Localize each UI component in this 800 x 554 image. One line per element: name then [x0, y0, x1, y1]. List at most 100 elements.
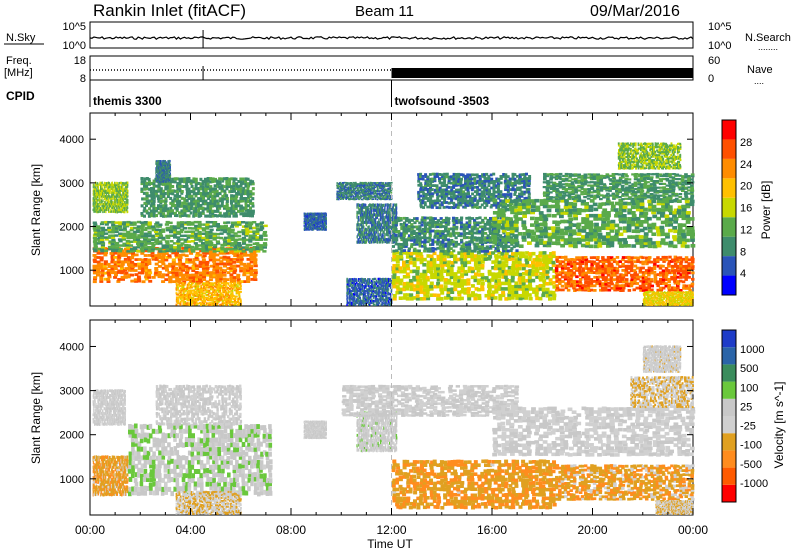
heatmap-cell	[123, 207, 125, 210]
heatmap-cell	[263, 243, 268, 247]
heatmap-cell	[205, 260, 210, 264]
heatmap-cell	[250, 269, 254, 272]
heatmap-cell	[206, 177, 210, 181]
heatmap-cell	[215, 277, 220, 281]
heatmap-cell	[173, 247, 178, 251]
heatmap-cell	[209, 185, 213, 189]
heatmap-cell	[103, 195, 105, 198]
heatmap-cell	[253, 253, 258, 257]
heatmap-cell	[185, 182, 189, 186]
heatmap-cell	[206, 182, 210, 186]
heatmap-cell	[207, 206, 210, 210]
heatmap-cell	[150, 214, 154, 218]
freq-unit-label: [MHz]	[4, 67, 33, 79]
heatmap-cell	[215, 214, 219, 218]
heatmap-cell	[249, 251, 254, 255]
heatmap-cell	[230, 196, 233, 200]
heatmap-cell	[107, 181, 109, 185]
heatmap-cell	[115, 189, 117, 192]
heatmap-cell	[147, 246, 152, 249]
heatmap-cell	[155, 221, 160, 224]
heatmap-cell	[179, 282, 182, 285]
heatmap-cell	[106, 183, 108, 187]
heatmap-cell	[105, 196, 108, 200]
heatmap-cell	[191, 292, 194, 295]
heatmap-cell	[166, 184, 170, 188]
heatmap-cell	[113, 267, 118, 271]
heatmap-cell	[213, 221, 218, 224]
heatmap-cell	[108, 203, 110, 206]
heatmap-cell	[255, 223, 260, 226]
heatmap-cell	[378, 218, 380, 222]
heatmap-cell	[190, 240, 196, 243]
heatmap-cell	[212, 238, 217, 241]
heatmap-cell	[113, 206, 115, 210]
heatmap-cell	[204, 282, 207, 285]
heatmap-cell	[195, 303, 198, 306]
heatmap-cell	[177, 249, 182, 253]
heatmap-cell	[178, 295, 181, 298]
heatmap-cell	[223, 214, 227, 218]
heatmap-cell	[108, 240, 113, 243]
heatmap-cell	[165, 256, 170, 259]
heatmap-cell	[222, 273, 227, 277]
heatmap-cell	[189, 285, 192, 288]
heatmap-cell	[123, 200, 125, 204]
heatmap-cell	[208, 245, 213, 249]
heatmap-cell	[160, 258, 165, 262]
heatmap-cell	[126, 197, 128, 200]
heatmap-cell	[108, 181, 110, 185]
heatmap-cell	[124, 185, 127, 189]
heatmap-cell	[93, 195, 95, 199]
heatmap-cell	[169, 209, 173, 213]
heatmap-cell	[222, 255, 227, 259]
heatmap-cell	[208, 240, 213, 243]
heatmap-cell	[197, 223, 202, 226]
heatmap-cell	[201, 258, 206, 262]
heatmap-cell	[233, 246, 238, 249]
heatmap-cell	[132, 238, 138, 242]
heatmap-cell	[239, 184, 243, 188]
heatmap-cell	[119, 210, 121, 213]
heatmap-cell	[189, 252, 194, 255]
heatmap-cell	[210, 302, 213, 305]
heatmap-cell	[227, 238, 232, 242]
noise-tick-left-bottom: 10^0	[62, 40, 86, 52]
heatmap-cell	[234, 206, 238, 210]
heatmap-cell	[161, 256, 166, 259]
heatmap-cell	[127, 206, 129, 210]
heatmap-cell	[242, 238, 247, 241]
heatmap-cell	[237, 199, 241, 203]
heatmap-cell	[249, 212, 253, 216]
heatmap-cell	[192, 214, 196, 218]
heatmap-cell	[204, 284, 207, 286]
heatmap-cell	[101, 185, 103, 189]
heatmap-cell	[191, 298, 194, 301]
heatmap-cell	[232, 214, 236, 218]
heatmap-cell	[111, 228, 116, 232]
heatmap-cell	[234, 238, 239, 242]
heatmap-cell	[143, 214, 146, 218]
heatmap-cell	[204, 187, 208, 191]
heatmap-cell	[112, 204, 114, 208]
heatmap-cell	[172, 249, 177, 253]
heatmap-cell	[176, 298, 179, 301]
heatmap-cell	[227, 229, 232, 232]
heatmap-cell	[121, 222, 126, 226]
heatmap-cell	[92, 204, 94, 208]
nsky-label: N.Sky	[6, 32, 36, 44]
heatmap-cell	[117, 255, 122, 259]
heatmap-cell	[180, 190, 184, 194]
heatmap-cell	[110, 208, 112, 212]
heatmap-cell	[197, 293, 200, 296]
heatmap-cell	[228, 182, 232, 186]
heatmap-cell	[96, 264, 101, 268]
heatmap-cell	[166, 209, 170, 213]
heatmap-cell	[107, 230, 113, 234]
heatmap-cell	[195, 292, 197, 295]
heatmap-cell	[143, 182, 147, 186]
heatmap-cell	[154, 269, 159, 272]
heatmap-cell	[137, 267, 142, 270]
heatmap-cell	[187, 289, 190, 292]
heatmap-cell	[218, 204, 222, 208]
